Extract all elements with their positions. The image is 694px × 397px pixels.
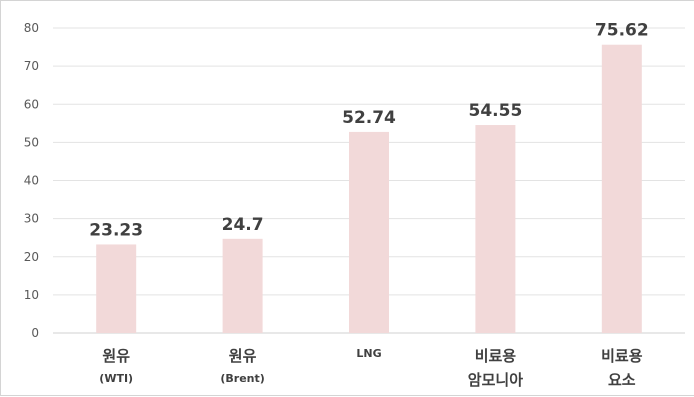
x-category-sublabel: 요소 [608,371,636,389]
data-label: 23.23 [89,220,143,240]
y-tick-label: 80 [24,21,39,35]
y-tick-label: 40 [24,174,39,188]
y-tick-label: 0 [31,326,39,340]
data-label: 52.74 [342,108,396,128]
y-tick-label: 50 [24,135,39,149]
data-label: 75.62 [595,21,649,41]
y-tick-label: 70 [24,59,39,73]
bar [222,238,263,333]
x-category-sublabel: 암모니아 [468,371,523,389]
data-label: 24.7 [222,215,264,235]
y-tick-label: 20 [24,250,39,264]
data-label: 54.55 [469,101,523,121]
x-category-sublabel: (Brent) [220,372,264,385]
bar [475,125,516,333]
y-tick-label: 10 [24,288,39,302]
y-tick-label: 60 [24,97,39,111]
x-category-sublabel: (WTI) [99,372,133,385]
x-category-label: LNG [356,347,381,360]
bar [349,131,389,333]
x-category-label: 원유 [102,347,130,365]
x-category-label: 비료용 [601,347,643,365]
bar [601,44,642,333]
bar [96,244,137,333]
x-category-label: 원유 [229,347,257,365]
y-tick-label: 30 [24,212,39,226]
x-category-label: 비료용 [475,347,517,365]
